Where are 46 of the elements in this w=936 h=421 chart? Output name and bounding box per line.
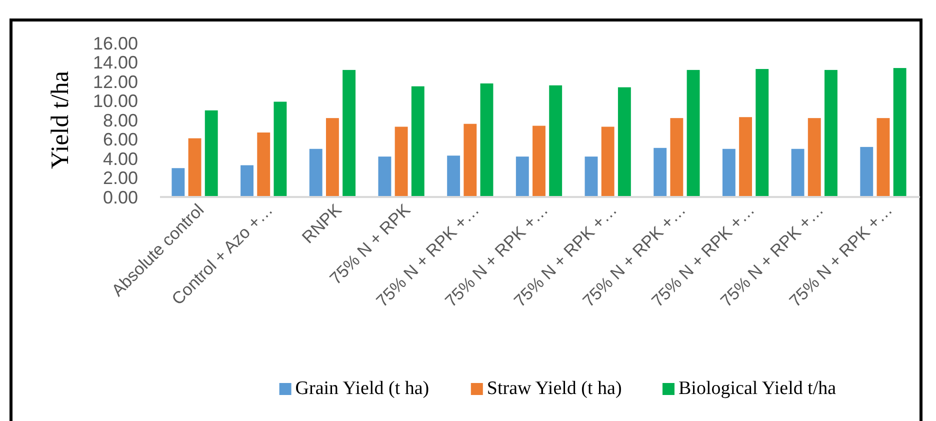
- bar: [791, 148, 804, 197]
- bar: [808, 118, 821, 197]
- y-tick-label: 2.00: [102, 168, 138, 188]
- y-axis-title: Yield t/ha: [47, 71, 74, 169]
- bar: [876, 118, 890, 197]
- y-tick-label: 0.00: [102, 187, 138, 208]
- bar: [824, 70, 838, 197]
- bar: [464, 124, 477, 197]
- bar: [188, 138, 202, 197]
- bar: [240, 165, 254, 197]
- bar: [756, 68, 769, 197]
- bar: [618, 87, 631, 197]
- legend-label: Biological Yield t/ha: [678, 378, 837, 399]
- legend-label: Grain Yield (t ha): [295, 378, 430, 399]
- bar: [274, 102, 287, 197]
- bar: [172, 168, 185, 197]
- bar: [309, 148, 322, 197]
- y-tick-label: 8.00: [102, 110, 138, 130]
- bar: [394, 126, 408, 197]
- bar: [686, 70, 700, 197]
- bar: [860, 146, 874, 197]
- bar: [739, 117, 752, 197]
- bar: [584, 156, 598, 197]
- y-tick-label: 6.00: [102, 130, 138, 150]
- bar: [516, 156, 529, 197]
- y-tick-label: 14.00: [92, 52, 138, 73]
- bar: [342, 70, 356, 197]
- bar: [549, 85, 562, 197]
- bar: [257, 132, 270, 197]
- bar: [447, 156, 460, 197]
- bar: [722, 148, 736, 197]
- bar: [893, 68, 906, 197]
- y-tick-label: 10.00: [92, 91, 138, 112]
- bar: [654, 148, 667, 197]
- bar: [532, 126, 546, 197]
- y-tick-label: 4.00: [102, 148, 138, 169]
- bar: [670, 118, 684, 197]
- bar: [480, 83, 494, 197]
- bar: [326, 118, 339, 197]
- legend-label: Straw Yield (t ha): [486, 378, 622, 399]
- bar: [601, 126, 614, 197]
- bar: [378, 156, 392, 197]
- y-tick-label: 12.00: [92, 72, 138, 92]
- y-tick-label: 16.00: [92, 33, 138, 54]
- bar: [411, 86, 424, 197]
- bar: [204, 110, 218, 197]
